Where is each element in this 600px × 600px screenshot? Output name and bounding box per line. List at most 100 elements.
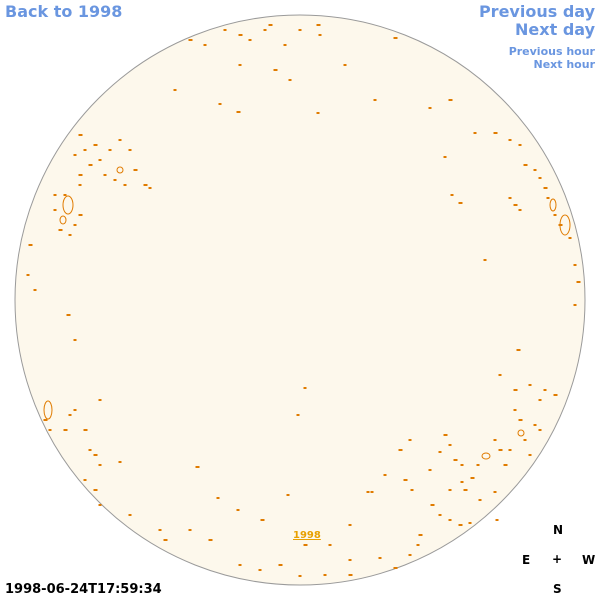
contour-region [517, 429, 525, 437]
contour-speck [78, 214, 83, 216]
contour-speck [553, 394, 558, 396]
contour-speck [450, 194, 454, 196]
contour-speck [518, 144, 522, 146]
contour-speck [53, 209, 57, 211]
contour-speck [458, 524, 463, 526]
contour-speck [93, 144, 98, 146]
contour-speck [43, 419, 48, 421]
contour-speck [278, 564, 283, 566]
contour-speck [518, 419, 523, 421]
contour-speck [298, 575, 302, 577]
contour-speck [478, 499, 482, 501]
contour-speck [498, 374, 502, 376]
contour-speck [260, 519, 265, 521]
contour-speck [78, 134, 83, 136]
contour-speck [73, 154, 77, 156]
contour-speck [383, 474, 387, 476]
contour-speck [63, 429, 68, 431]
contour-speck [528, 384, 532, 386]
contour-speck [188, 39, 193, 41]
contour-speck [78, 184, 82, 186]
contour-speck [546, 197, 550, 199]
contour-speck [348, 574, 353, 576]
contour-speck [98, 464, 102, 466]
contour-speck [323, 574, 327, 576]
next-hour-link[interactable]: Next hour [533, 58, 596, 71]
contour-speck [513, 409, 517, 411]
contour-speck [238, 34, 243, 36]
contour-speck [236, 111, 241, 113]
contour-speck [448, 99, 453, 101]
contour-speck [495, 519, 499, 521]
year-link[interactable]: 1998 [293, 530, 321, 541]
contour-speck [470, 477, 475, 479]
previous-day-link[interactable]: Previous day [478, 2, 595, 21]
contour-speck [303, 387, 307, 389]
contour-speck [73, 409, 77, 411]
contour-speck [83, 479, 87, 481]
contour-speck [98, 399, 102, 401]
contour-speck [316, 112, 320, 114]
contour-speck [98, 504, 102, 506]
contour-speck [523, 164, 528, 166]
contour-speck [98, 159, 102, 161]
contour-region [62, 195, 74, 215]
contour-speck [393, 37, 398, 39]
contour-speck [448, 444, 452, 446]
contour-speck [438, 451, 442, 453]
compass-north: N [553, 523, 564, 537]
contour-speck [26, 274, 30, 276]
contour-speck [473, 132, 477, 134]
contour-speck [195, 466, 200, 468]
contour-speck [216, 497, 220, 499]
contour-speck [443, 434, 448, 436]
contour-speck [403, 479, 408, 481]
contour-speck [430, 504, 435, 506]
contour-speck [366, 491, 370, 493]
contour-speck [83, 149, 87, 151]
contour-speck [373, 99, 377, 101]
contour-speck [133, 169, 138, 171]
contour-speck [318, 34, 322, 36]
contour-speck [328, 544, 332, 546]
contour-speck [408, 554, 412, 556]
contour-speck [460, 481, 464, 483]
contour-speck [68, 414, 72, 416]
contour-speck [463, 489, 468, 491]
contour-speck [208, 539, 213, 541]
contour-speck [493, 491, 497, 493]
contour-speck [538, 429, 542, 431]
contour-speck [288, 79, 292, 81]
contour-speck [516, 349, 521, 351]
contour-speck [448, 519, 452, 521]
contour-speck [58, 229, 63, 231]
contour-speck [73, 224, 77, 226]
contour-speck [533, 424, 537, 426]
contour-speck [118, 461, 122, 463]
contour-speck [73, 339, 77, 341]
contour-speck [238, 564, 242, 566]
solar-disk [14, 14, 586, 586]
contour-speck [533, 169, 537, 171]
contour-speck [498, 449, 503, 451]
contour-speck [88, 449, 92, 451]
contour-speck [458, 202, 463, 204]
contour-speck [493, 439, 497, 441]
back-to-year-link[interactable]: Back to 1998 [5, 2, 123, 21]
contour-speck [416, 544, 420, 546]
contour-speck [483, 259, 487, 261]
next-day-link[interactable]: Next day [515, 20, 595, 39]
compass-south: S [553, 582, 562, 596]
contour-speck [203, 44, 207, 46]
contour-speck [508, 197, 512, 199]
contour-speck [370, 491, 374, 493]
contour-region [116, 166, 124, 174]
contour-speck [258, 569, 262, 571]
previous-hour-link[interactable]: Previous hour [508, 45, 595, 58]
contour-speck [518, 209, 522, 211]
compass-east: E [522, 553, 531, 567]
contour-speck [296, 414, 300, 416]
contour-speck [263, 29, 267, 31]
contour-speck [393, 567, 398, 569]
